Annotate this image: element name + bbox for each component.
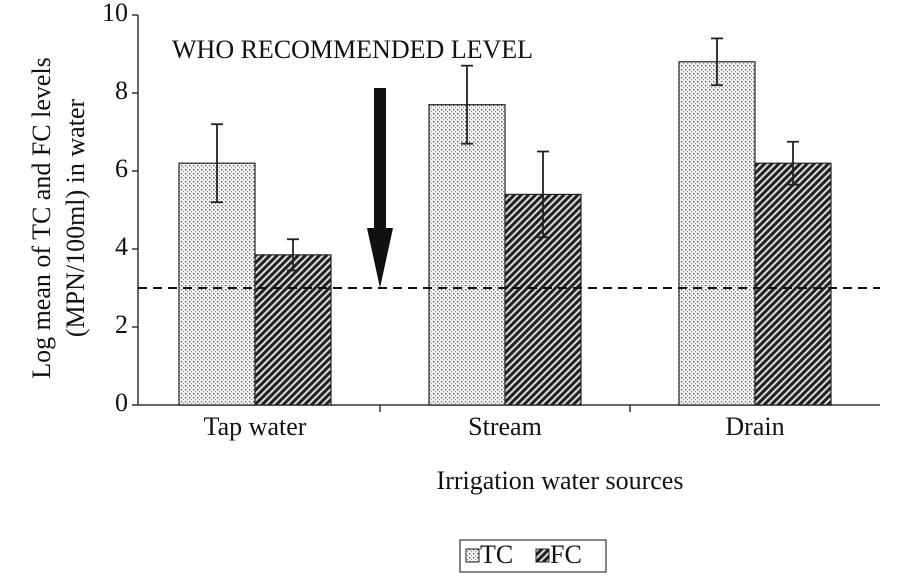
x-tick-label: Tap water — [204, 412, 307, 441]
y-tick-label: 10 — [102, 0, 128, 27]
error-bar — [461, 64, 473, 145]
bar — [678, 61, 756, 406]
arrow-head — [367, 228, 393, 288]
y-axis-title-line: (MPN/100ml) in water — [61, 99, 90, 338]
legend-label: TC — [480, 540, 513, 569]
y-axis-title: Log mean of TC and FC levels (MPN/100ml)… — [27, 57, 90, 379]
y-tick-label: 2 — [115, 310, 128, 339]
legend-label: FC — [550, 540, 582, 569]
bar — [754, 162, 832, 406]
arrow-shaft — [374, 88, 386, 228]
y-tick-label: 0 — [115, 388, 128, 417]
error-bar — [537, 150, 549, 239]
y-tick-label: 8 — [115, 76, 128, 105]
x-tick-label: Stream — [468, 412, 542, 441]
y-axis-title-line: Log mean of TC and FC levels — [27, 57, 56, 379]
y-tick-label: 6 — [115, 154, 128, 183]
legend-swatch — [535, 548, 550, 563]
error-bar — [711, 37, 723, 87]
bar — [428, 104, 506, 406]
error-bar — [211, 123, 223, 204]
error-bar — [787, 140, 799, 186]
error-bar — [287, 238, 299, 272]
x-tick-label: Drain — [725, 412, 784, 441]
bar — [254, 254, 332, 406]
reference-label: WHO RECOMMENDED LEVEL — [172, 35, 533, 64]
legend: TC FC — [459, 539, 607, 573]
legend-swatch — [465, 548, 480, 563]
x-axis-title: Irrigation water sources — [437, 466, 684, 495]
y-tick-label: 4 — [115, 232, 128, 261]
legend-frame — [459, 539, 607, 573]
